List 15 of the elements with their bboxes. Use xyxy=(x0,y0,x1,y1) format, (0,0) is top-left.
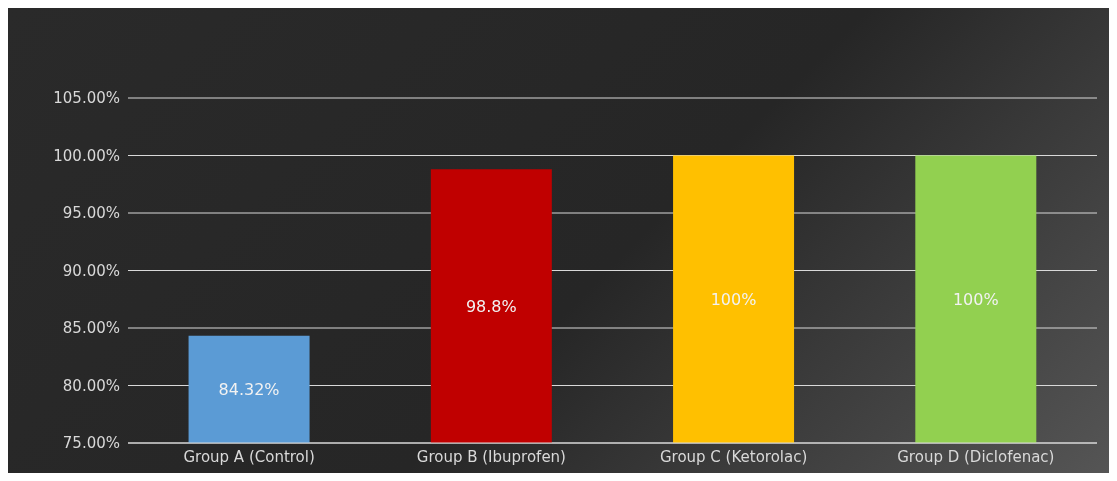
data-label: 100% xyxy=(710,289,757,309)
x-tick-label: Group D (Diclofenac) xyxy=(897,447,1055,466)
y-tick-label: 75.00% xyxy=(62,434,120,453)
data-label: 100% xyxy=(952,289,999,309)
data-label: 98.8% xyxy=(465,296,517,316)
y-tick-label: 100.00% xyxy=(53,146,120,165)
y-tick-label: 80.00% xyxy=(62,376,120,395)
y-tick-label: 85.00% xyxy=(62,319,120,338)
y-tick-label: 90.00% xyxy=(62,261,120,280)
x-tick-label: Group C (Ketorolac) xyxy=(659,447,808,466)
x-tick-label: Group A (Control) xyxy=(183,447,315,466)
data-label: 84.32% xyxy=(218,380,280,400)
y-tick-label: 105.00% xyxy=(53,89,120,108)
x-tick-label: Group B (Ibuprofen) xyxy=(416,447,566,466)
y-tick-label: 95.00% xyxy=(62,204,120,223)
